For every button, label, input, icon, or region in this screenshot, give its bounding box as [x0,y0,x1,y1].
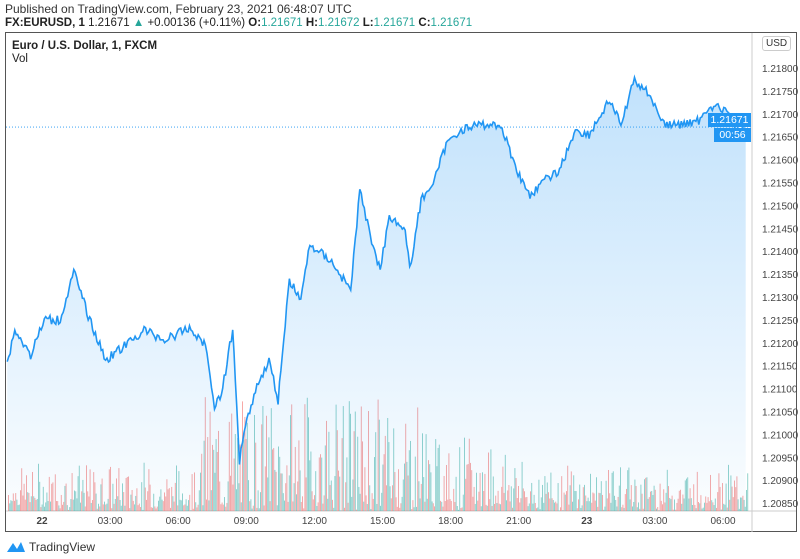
y-tick-label: 1.21450 [762,224,799,235]
change: +0.00136 (+0.11%) [147,17,246,29]
price-line [6,74,747,465]
y-tick-label: 1.21750 [762,87,799,98]
y-tick-label: 1.21000 [762,430,799,441]
y-tick-label: 1.21250 [762,316,799,327]
y-tick-label: 1.20950 [762,453,799,464]
y-tick-label: 1.21650 [762,133,799,144]
y-tick-label: 1.20900 [762,476,799,487]
y-tick-label: 1.21600 [762,156,799,167]
x-tick-label: 12:00 [302,516,327,527]
last-price: 1.21671 [88,17,130,29]
low-value: 1.21671 [373,17,416,29]
volume-bar [747,473,749,511]
last-price-tag: 1.21671 [708,113,751,127]
y-tick-label: 1.21550 [762,179,799,190]
open-label: O: [248,17,262,29]
volume-bar [746,489,747,511]
y-tick-label: 1.21350 [762,270,799,281]
x-tick-label: 23 [581,516,593,527]
symbol-bar: FX:EURUSD, 1 1.21671 ▲ +0.00136 (+0.11%)… [5,17,472,29]
symbol: FX:EURUSD, 1 [5,17,85,29]
high-value: 1.21672 [317,17,360,29]
x-tick-label: 15:00 [370,516,395,527]
y-tick-label: 1.20850 [762,499,799,510]
y-tick-label: 1.21400 [762,247,799,258]
x-tick-label: 09:00 [234,516,259,527]
close-label: C: [418,17,431,29]
y-tick-label: 1.21300 [762,293,799,304]
high-label: H: [305,17,318,29]
x-tick-label: 03:00 [98,516,123,527]
x-tick-label: 06:00 [710,516,735,527]
x-tick-label: 21:00 [506,516,531,527]
x-tick-label: 06:00 [166,516,191,527]
y-tick-label: 1.21800 [762,64,799,75]
brand-name: TradingView [29,540,96,554]
chart-title: Euro / U.S. Dollar, 1, FXCM [12,40,158,52]
currency-button[interactable]: USD [762,36,792,51]
x-tick-label: 22 [36,516,48,527]
tradingview-logo-icon [7,542,25,552]
close-value: 1.21671 [430,17,473,29]
price-area-fill [7,77,746,512]
open-value: 1.21671 [261,17,303,29]
low-label: L: [362,17,374,29]
volume-label: Vol [12,53,28,65]
y-tick-label: 1.21050 [762,408,799,419]
y-tick-label: 1.21500 [762,201,799,212]
y-tick-label: 1.21700 [762,110,799,121]
chart-frame [5,32,797,532]
up-arrow-icon: ▲ [132,17,145,29]
countdown-tag: 00:56 [714,128,751,142]
x-tick-label: 03:00 [642,516,667,527]
tradingview-logo[interactable]: TradingView [6,540,95,554]
y-tick-label: 1.21100 [762,385,798,396]
y-tick-label: 1.21200 [762,339,799,350]
x-tick-label: 18:00 [438,516,463,527]
y-tick-label: 1.21150 [762,362,798,373]
published-note: Published on TradingView.com, February 2… [5,2,352,16]
